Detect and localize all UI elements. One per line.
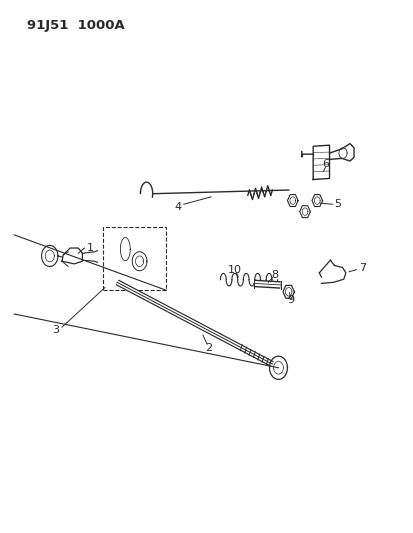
Text: 4: 4 [174, 203, 182, 213]
Text: 9: 9 [287, 295, 294, 305]
Text: 2: 2 [205, 343, 212, 353]
Text: 6: 6 [321, 159, 328, 168]
Text: 1: 1 [87, 243, 94, 253]
Text: 5: 5 [333, 199, 340, 209]
Text: 10: 10 [227, 265, 241, 274]
Text: 8: 8 [271, 270, 278, 280]
Text: 3: 3 [52, 325, 59, 335]
Text: 7: 7 [358, 263, 365, 272]
Bar [102, 227, 166, 290]
Text: 91J51  1000A: 91J51 1000A [27, 19, 125, 31]
